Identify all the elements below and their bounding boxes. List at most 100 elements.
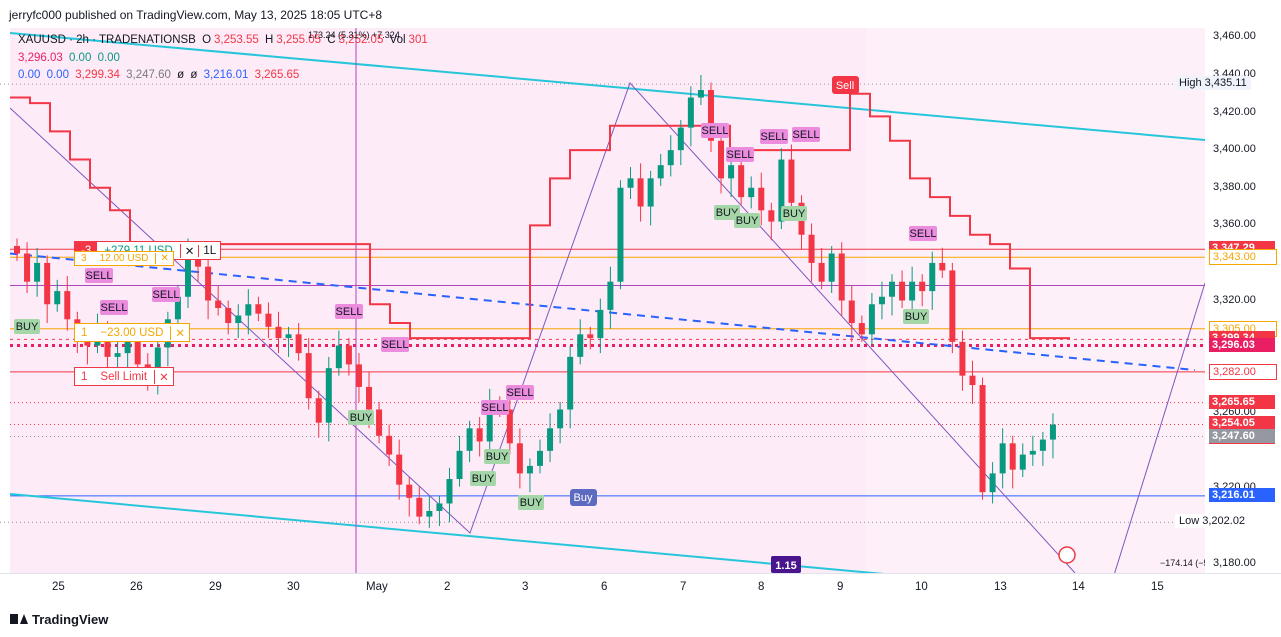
candle [376, 409, 383, 436]
candle [989, 473, 996, 493]
legend-symbol[interactable]: XAUUSD · 2h · TRADENATIONSB [18, 34, 196, 46]
candle [969, 375, 976, 386]
close-icon[interactable]: ✕ [170, 325, 189, 340]
position-extra[interactable]: 1L [198, 244, 220, 257]
legend-vol-label: Vol [389, 34, 406, 46]
chart-canvas[interactable]: SELL SELL SELL SELL SELL SELL SELL SELL SELL SELL… [0, 28, 1205, 573]
lightning-icon [1058, 546, 1076, 564]
candle [919, 281, 926, 292]
legend-o-label: O [202, 34, 212, 46]
channel-lower-line [9, 493, 885, 573]
candle [1029, 450, 1036, 455]
tradingview-logo[interactable]: TradingView [10, 612, 108, 627]
position-line-2[interactable]: 3 12.00 USD ✕ [74, 251, 174, 266]
top-bar: jerryfc000 published on TradingView.com,… [0, 0, 1281, 30]
candle [275, 326, 282, 339]
legend-c-label: C [327, 34, 336, 46]
footer [0, 601, 1281, 637]
buy-signal-label: BUY [350, 412, 373, 424]
legend-vol-value: 301 [408, 34, 428, 46]
close-icon[interactable]: ✕ [155, 253, 172, 264]
candle [225, 308, 232, 324]
legend-change: 173.24 (5.31%) +7.324 [308, 30, 400, 40]
candle [597, 309, 604, 339]
sell-signal [381, 337, 409, 352]
time-tick: 15 [1151, 581, 1164, 593]
candle [506, 409, 513, 444]
candle [677, 127, 684, 151]
candle [195, 253, 202, 267]
candle [647, 178, 654, 207]
sell-limit-order[interactable]: 1 Sell Limit ✕ [74, 367, 174, 386]
close-icon[interactable]: ✕ [154, 369, 173, 384]
candle [1009, 443, 1016, 470]
time-axis[interactable]: 25 26 29 30 May 2 3 6 7 8 9 10 13 14 15 [0, 573, 1281, 602]
candle [878, 296, 885, 305]
time-tick: 25 [52, 581, 65, 593]
sell-alert-label: Sell [836, 80, 854, 92]
buy-signal [781, 206, 807, 221]
candle [235, 315, 242, 324]
candle [858, 323, 865, 335]
sell-signal-label: SELL [336, 306, 363, 318]
candle [868, 304, 875, 335]
candle [104, 328, 111, 357]
candle [1019, 454, 1026, 470]
order-type: Sell Limit [100, 370, 148, 383]
candle [979, 385, 986, 493]
candle [436, 503, 443, 511]
candle [687, 97, 694, 128]
buy-alert-label: Buy [574, 492, 593, 504]
low-label: Low 3,202.02 [1175, 514, 1250, 529]
candle [24, 253, 31, 282]
position-pnl: −23.00 USD [100, 326, 164, 339]
close-icon[interactable]: ✕ [179, 243, 199, 258]
candle [355, 364, 362, 387]
time-tick: 3 [522, 581, 529, 593]
position-qty: 1 [75, 324, 94, 341]
time-tick: May [366, 581, 388, 593]
candle [114, 353, 121, 357]
candle [416, 497, 423, 517]
candle [838, 253, 845, 301]
channel-upper-line [9, 32, 1205, 141]
candle [255, 304, 262, 314]
buy-signal-label: BUY [905, 311, 928, 323]
sell-signal-label: SELL [702, 125, 729, 137]
time-tick: 6 [601, 581, 608, 593]
price-axis[interactable]: 3,460.00 3,440.00 3,420.00 3,400.00 3,380.00… [1175, 28, 1281, 573]
sell-signal [85, 268, 113, 283]
sell-signal-label: SELL [153, 289, 180, 301]
candle [64, 291, 71, 320]
ratio-badge [771, 556, 801, 573]
order-qty: 1 [75, 368, 94, 385]
price-tick: 3,260.00 [1213, 406, 1256, 419]
candle [305, 353, 312, 399]
legend-c-value: 3,252.05 [338, 34, 384, 46]
candle [486, 403, 493, 442]
buy-signal-label: BUY [783, 208, 806, 220]
buy-signal-label: BUY [736, 215, 759, 227]
sell-signal-label: SELL [101, 302, 128, 314]
position-line-3[interactable]: 1 −23.00 USD ✕ [74, 323, 191, 342]
sell-signal [335, 304, 363, 319]
candle [697, 90, 704, 98]
candle [134, 338, 141, 365]
candle [848, 300, 855, 324]
candle [999, 443, 1006, 474]
price-tag: 3,343.00 [1209, 249, 1277, 266]
session-shade [10, 28, 356, 573]
legend-h-label: H [264, 34, 274, 46]
candle [396, 454, 403, 485]
candle [758, 187, 765, 211]
candle [778, 159, 785, 222]
sell-signal-label: SELL [727, 149, 754, 161]
candle [315, 398, 322, 423]
time-tick: 8 [758, 581, 765, 593]
position-pnl: 12.00 USD [99, 253, 149, 264]
candle [295, 334, 302, 354]
legend-row3-v3: 3,299.34 [75, 69, 120, 81]
buy-signal [14, 319, 40, 334]
candle [627, 178, 634, 188]
